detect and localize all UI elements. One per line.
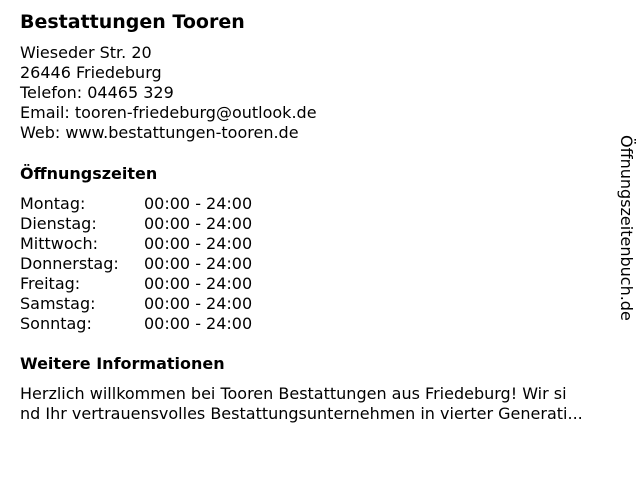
hours-row: Mittwoch: 00:00 - 24:00 — [20, 234, 252, 254]
info-line: nd Ihr vertrauensvolles Bestattungsunter… — [20, 404, 583, 423]
street: Wieseder Str. 20 — [20, 43, 152, 62]
time: 00:00 - 24:00 — [144, 314, 253, 333]
day: Samstag: — [20, 294, 96, 313]
watermark: Öffnungszeitenbuch.de — [617, 135, 636, 321]
time: 00:00 - 24:00 — [144, 194, 253, 213]
info-text: Herzlich willkommen bei Tooren Bestattun… — [20, 384, 630, 424]
hours-row: Sonntag: 00:00 - 24:00 — [20, 314, 252, 334]
hours-row: Samstag: 00:00 - 24:00 — [20, 294, 252, 314]
city: 26446 Friedeburg — [20, 63, 162, 82]
day: Dienstag: — [20, 214, 97, 233]
info-heading: Weitere Informationen — [20, 354, 225, 373]
day: Donnerstag: — [20, 254, 119, 273]
hours-row: Donnerstag: 00:00 - 24:00 — [20, 254, 252, 274]
time: 00:00 - 24:00 — [144, 254, 253, 273]
address-block: Wieseder Str. 20 26446 Friedeburg Telefo… — [20, 43, 317, 143]
hours-row: Dienstag: 00:00 - 24:00 — [20, 214, 252, 234]
hours-heading: Öffnungszeiten — [20, 164, 158, 183]
time: 00:00 - 24:00 — [144, 234, 253, 253]
time: 00:00 - 24:00 — [144, 294, 253, 313]
email: Email: tooren-friedeburg@outlook.de — [20, 103, 317, 122]
time: 00:00 - 24:00 — [144, 214, 253, 233]
day: Sonntag: — [20, 314, 92, 333]
business-name: Bestattungen Tooren — [20, 11, 245, 33]
hours-row: Freitag: 00:00 - 24:00 — [20, 274, 252, 294]
hours-table: Montag: 00:00 - 24:00 Dienstag: 00:00 - 24… — [20, 194, 252, 334]
info-line: Herzlich willkommen bei Tooren Bestattun… — [20, 384, 567, 403]
day: Freitag: — [20, 274, 81, 293]
day: Montag: — [20, 194, 86, 213]
day: Mittwoch: — [20, 234, 98, 253]
phone: Telefon: 04465 329 — [20, 83, 174, 102]
time: 00:00 - 24:00 — [144, 274, 253, 293]
website: Web: www.bestattungen-tooren.de — [20, 123, 299, 142]
hours-row: Montag: 00:00 - 24:00 — [20, 194, 252, 214]
